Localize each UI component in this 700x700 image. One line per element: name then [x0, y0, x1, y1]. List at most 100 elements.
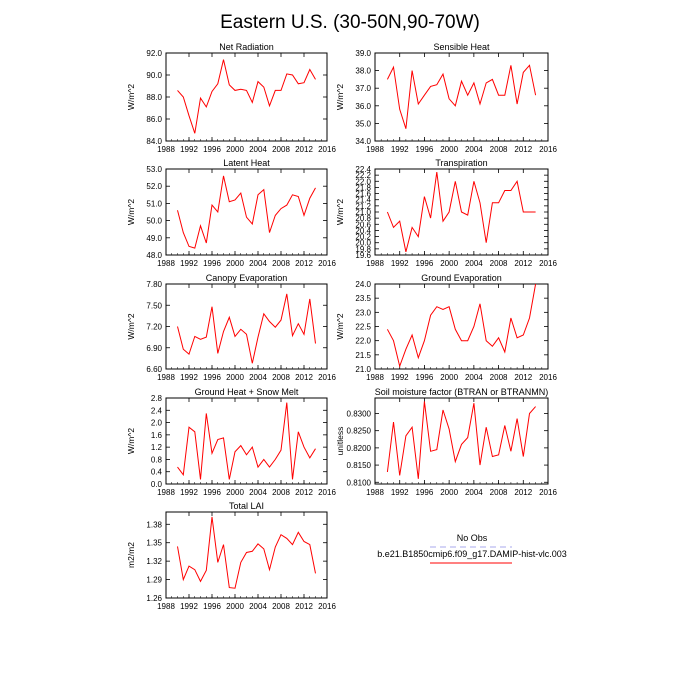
y-tick-label: 1.26	[146, 594, 162, 603]
y-tick-label: 7.80	[146, 280, 162, 289]
x-tick-label: 2000	[440, 259, 458, 268]
x-tick-label: 2016	[539, 373, 557, 382]
y-tick-label: 39.0	[355, 49, 371, 58]
y-tick-label: 0.8250	[347, 427, 372, 436]
chart-panel: Sensible Heat W/m^2 1988 1992 1996 2000 2004 20…	[335, 42, 557, 154]
x-tick-label: 1988	[366, 145, 384, 154]
y-tick-label: 36.0	[355, 102, 371, 111]
x-tick-label: 1996	[416, 259, 434, 268]
x-tick-label: 1988	[366, 259, 384, 268]
y-tick-label: 34.0	[355, 137, 371, 146]
x-tick-label: 1988	[157, 373, 175, 382]
x-tick-label: 1992	[180, 145, 198, 154]
y-tick-label: 20.6	[355, 220, 371, 229]
x-tick-label: 2008	[490, 259, 508, 268]
x-tick-label: 1992	[180, 259, 198, 268]
y-tick-label: 21.5	[355, 351, 371, 360]
panel-title: Ground Evaporation	[421, 273, 502, 283]
page-title: Eastern U.S. (30-50N,90-70W)	[220, 12, 480, 33]
x-tick-label: 2016	[318, 145, 336, 154]
x-tick-label: 1988	[366, 373, 384, 382]
legend: No Obs b.e21.B1850cmip6.f09_g17.DAMIP-his…	[377, 533, 567, 564]
series-line	[386, 283, 537, 368]
y-tick-label: 20.8	[355, 214, 371, 223]
y-tick-label: 0.8200	[347, 444, 372, 453]
y-tick-label: 7.20	[146, 323, 162, 332]
y-axis-label: W/m^2	[126, 313, 136, 339]
x-tick-label: 2008	[272, 373, 290, 382]
x-tick-label: 2016	[318, 488, 336, 497]
y-tick-label: 19.6	[355, 251, 371, 260]
x-tick-label: 2004	[465, 259, 483, 268]
y-tick-label: 1.38	[146, 520, 162, 529]
x-tick-label: 2016	[318, 373, 336, 382]
x-tick-label: 2000	[226, 488, 244, 497]
x-tick-label: 1996	[416, 488, 434, 497]
y-tick-label: 0.0	[151, 480, 163, 489]
x-tick-label: 1988	[157, 488, 175, 497]
x-tick-label: 2004	[249, 373, 267, 382]
x-tick-label: 2016	[318, 259, 336, 268]
x-tick-label: 2008	[272, 488, 290, 497]
chart-panel: Latent Heat W/m^2 1988 1992 1996 2000 2004 2008…	[126, 158, 336, 268]
x-tick-label: 2004	[465, 373, 483, 382]
y-tick-label: 6.90	[146, 344, 162, 353]
legend-label: No Obs	[457, 533, 488, 543]
x-tick-label: 2012	[514, 145, 532, 154]
legend-label: b.e21.B1850cmip6.f09_g17.DAMIP-hist-vlc.…	[377, 549, 567, 559]
x-tick-label: 1988	[157, 602, 175, 611]
y-tick-label: 86.0	[146, 115, 162, 124]
series-line	[177, 293, 316, 364]
x-tick-label: 1996	[416, 145, 434, 154]
y-tick-label: 19.8	[355, 245, 371, 254]
y-axis-label: W/m^2	[126, 84, 136, 110]
y-tick-label: 1.6	[151, 431, 163, 440]
y-tick-label: 90.0	[146, 71, 162, 80]
x-tick-label: 2000	[440, 373, 458, 382]
x-tick-label: 1996	[203, 488, 221, 497]
x-tick-label: 1996	[203, 259, 221, 268]
plot-frame	[165, 283, 328, 370]
x-tick-label: 2008	[272, 259, 290, 268]
y-tick-label: 22.4	[355, 165, 371, 174]
panel-title: Soil moisture factor (BTRAN or BTRANMN)	[375, 387, 549, 397]
x-tick-label: 2000	[226, 145, 244, 154]
panel-title: Total LAI	[229, 501, 264, 511]
x-tick-label: 2004	[249, 259, 267, 268]
panel-title: Latent Heat	[223, 158, 270, 168]
x-tick-label: 2016	[539, 259, 557, 268]
y-tick-label: 22.0	[355, 337, 371, 346]
series-line	[386, 64, 537, 129]
y-tick-label: 22.5	[355, 323, 371, 332]
y-axis-label: W/m^2	[335, 84, 345, 110]
x-tick-label: 2012	[295, 145, 313, 154]
y-tick-label: 53.0	[146, 165, 162, 174]
y-tick-label: 24.0	[355, 280, 371, 289]
x-tick-label: 2012	[295, 373, 313, 382]
y-tick-label: 21.4	[355, 196, 371, 205]
plot-frame	[374, 283, 549, 370]
x-tick-label: 2012	[514, 488, 532, 497]
y-tick-label: 20.2	[355, 233, 371, 242]
x-tick-label: 2012	[295, 259, 313, 268]
y-tick-label: 22.2	[355, 171, 371, 180]
x-tick-label: 1992	[391, 373, 409, 382]
x-tick-label: 2016	[539, 488, 557, 497]
x-tick-label: 2004	[249, 602, 267, 611]
y-axis-label: W/m^2	[335, 199, 345, 225]
x-tick-label: 2004	[249, 488, 267, 497]
panel-title: Transpiration	[435, 158, 487, 168]
x-tick-label: 2000	[440, 488, 458, 497]
x-tick-label: 2000	[226, 602, 244, 611]
plot-frame	[165, 52, 328, 142]
x-tick-label: 2016	[318, 602, 336, 611]
chart-panel: Canopy Evaporation W/m^2 1988 1992 1996 2000 2…	[126, 273, 336, 382]
x-tick-label: 1992	[180, 373, 198, 382]
y-tick-label: 23.0	[355, 308, 371, 317]
x-tick-label: 1992	[391, 259, 409, 268]
plot-frame	[165, 397, 328, 485]
y-tick-label: 1.2	[151, 443, 163, 452]
y-tick-label: 0.8100	[347, 478, 372, 487]
y-tick-label: 50.0	[146, 217, 162, 226]
